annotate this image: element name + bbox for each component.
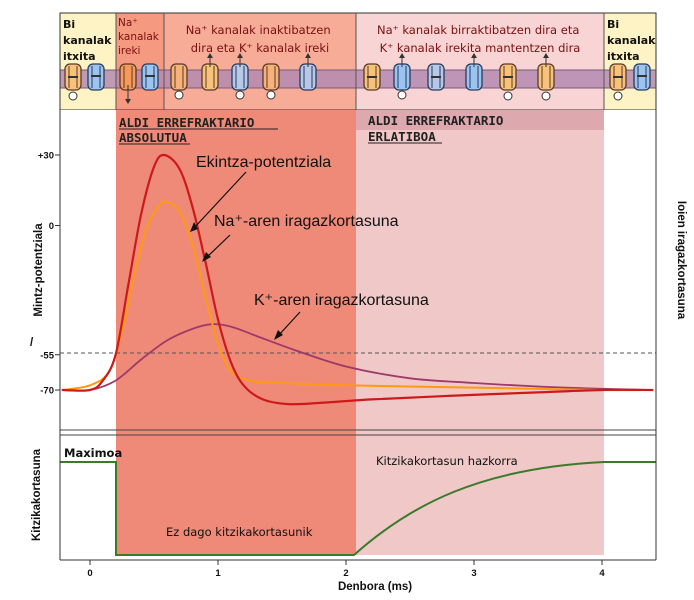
relative-phase-banner bbox=[356, 110, 604, 130]
open-potassium-channel-icon bbox=[299, 53, 317, 91]
excitability-panel: Maximoa Ez dago kitzikakortasunik Kitzik… bbox=[31, 429, 656, 556]
k-pointer-arrow bbox=[277, 311, 301, 337]
relative-refractory-region bbox=[356, 110, 604, 555]
header-panel-na-open bbox=[116, 13, 164, 110]
closed-sodium-channel-icon bbox=[609, 63, 627, 101]
excitability-curve bbox=[60, 461, 656, 556]
na-pointer-arrow bbox=[205, 234, 231, 259]
open-potassium-channel-icon bbox=[393, 53, 411, 100]
potential-plot: ALDI ERREFRAKTARIO ABSOLUTUA ALDI ERREFR… bbox=[30, 110, 687, 555]
absolute-refractory-label: ALDI ERREFRAKTARIO ABSOLUTUA bbox=[119, 115, 262, 145]
header-panel-na-inactivated bbox=[164, 13, 356, 110]
ap-pointer-arrow bbox=[193, 171, 247, 229]
left-axis-tick-mark: / bbox=[30, 337, 34, 349]
na-reset-label: Na⁺ kanalak birraktibatzen dira eta K⁺ k… bbox=[377, 23, 583, 55]
na-open-label: Na⁺ kanalak ireki bbox=[118, 17, 162, 57]
reactivated-sodium-channel-icon bbox=[427, 63, 445, 91]
reactivated-sodium-channel-icon bbox=[499, 63, 517, 101]
header-panel-reset bbox=[356, 13, 604, 110]
na-inactivated-label: Na⁺ kanalak inaktibatzen dira eta K⁺ kan… bbox=[186, 23, 335, 55]
right-axis-title: Ioien iragazkortasuna bbox=[675, 201, 687, 320]
y-tick-label: 0 bbox=[49, 221, 54, 232]
open-potassium-channel-icon bbox=[231, 53, 249, 100]
relative-refractory-label: ALDI ERREFRAKTARIO ERLATIBOA bbox=[368, 113, 511, 144]
open-sodium-channel-icon bbox=[119, 63, 137, 104]
y-tick-label: -55 bbox=[40, 350, 54, 361]
open-potassium-channel-icon bbox=[465, 53, 483, 91]
reactivated-sodium-channel-icon bbox=[363, 63, 381, 91]
y-axis-ticks: +30 0 -55 -70 bbox=[38, 151, 60, 397]
header-panel-closed-right bbox=[604, 13, 656, 110]
x-tick-label: 4 bbox=[599, 568, 605, 579]
x-axis-title: Denbora (ms) bbox=[338, 581, 412, 593]
inactivated-sodium-channel-icon bbox=[262, 63, 280, 100]
y-tick-label: -70 bbox=[40, 386, 54, 397]
closed-right-label: Bi kanalak itxita bbox=[607, 18, 659, 63]
na-permeability-curve bbox=[61, 200, 654, 392]
max-excitability-label: Maximoa bbox=[64, 446, 122, 460]
open-potassium-channel-icon bbox=[537, 53, 555, 101]
bottom-axis-title: Kitzikakortasuna bbox=[31, 448, 43, 541]
x-axis-ticks: 0 1 2 3 4 bbox=[87, 560, 605, 579]
x-tick-label: 3 bbox=[471, 568, 476, 579]
no-excitability-label: Ez dago kitzikakortasunik bbox=[166, 525, 313, 539]
na-pointer-arrowhead bbox=[202, 252, 211, 262]
ap-pointer-arrowhead bbox=[190, 222, 198, 232]
left-axis-title: Mintz-potentziala bbox=[33, 223, 45, 317]
action-potential-label: Ekintza-potentziala bbox=[196, 154, 331, 171]
membrane-header: Bi kanalak itxita Na⁺ kanalak ireki Na⁺ … bbox=[59, 12, 659, 111]
x-tick-label: 0 bbox=[87, 568, 92, 579]
x-tick-label: 1 bbox=[215, 568, 221, 579]
inactivated-sodium-channel-icon bbox=[170, 63, 188, 100]
na-permeability-label: Na⁺-aren iragazkortasuna bbox=[214, 213, 399, 230]
increasing-excitability-label: Kitzikakortasun hazkorra bbox=[376, 454, 518, 468]
closed-left-label: Bi kanalak itxita bbox=[63, 18, 115, 63]
closed-potassium-channel-icon bbox=[633, 63, 651, 91]
k-permeability-curve bbox=[61, 323, 654, 392]
y-tick-label: +30 bbox=[38, 151, 54, 162]
action-potential-curve bbox=[61, 153, 654, 406]
closed-potassium-channel-icon bbox=[141, 63, 159, 91]
x-tick-label: 2 bbox=[343, 568, 348, 579]
open-potassium-channel-icon bbox=[201, 53, 219, 91]
k-pointer-arrowhead bbox=[274, 330, 283, 340]
closed-potassium-channel-icon bbox=[87, 63, 105, 91]
k-permeability-label: K⁺-aren iragazkortasuna bbox=[254, 292, 429, 309]
absolute-refractory-region bbox=[116, 110, 356, 555]
closed-sodium-channel-icon bbox=[64, 63, 82, 101]
